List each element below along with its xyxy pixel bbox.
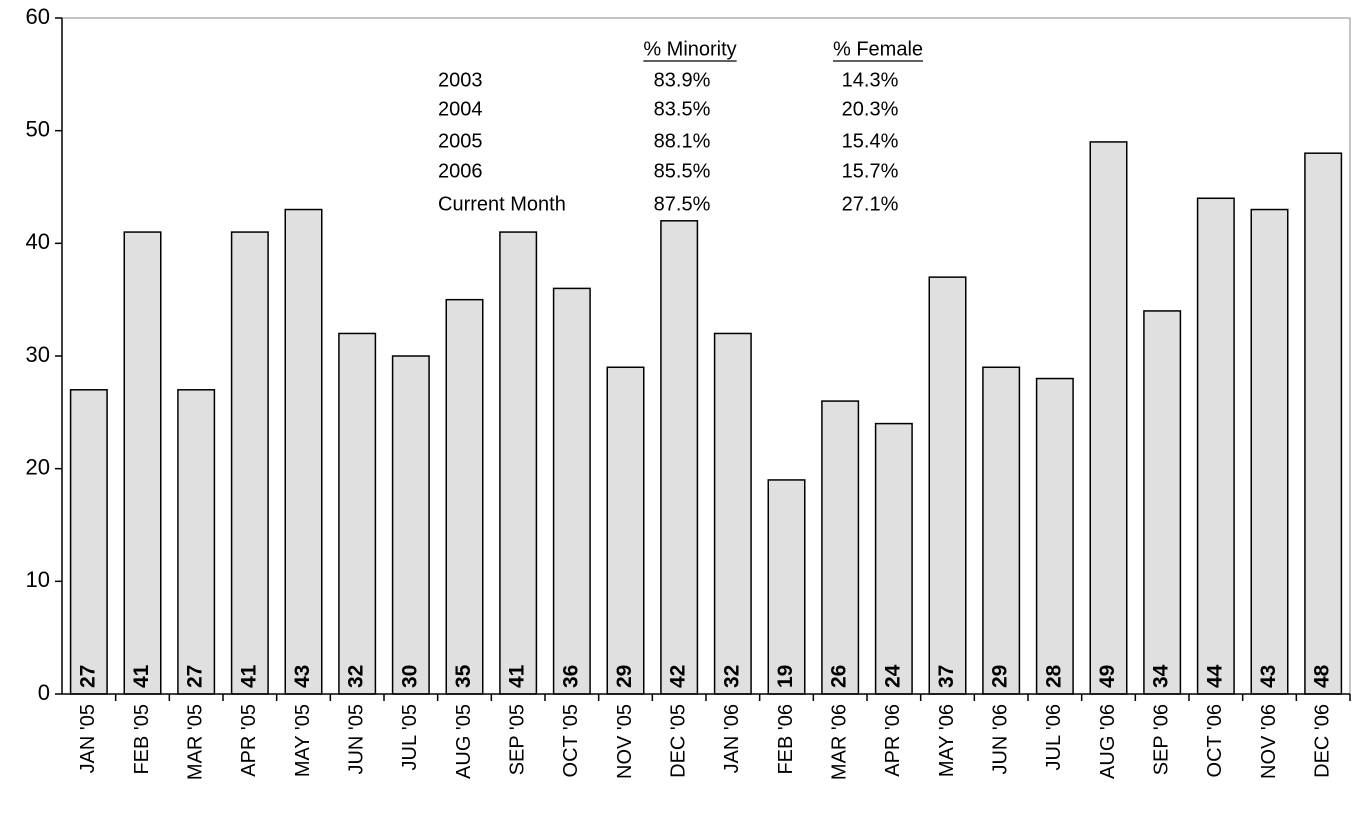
table-row-label: Current Month <box>438 193 566 215</box>
bar <box>1250 208 1289 695</box>
x-tick-label: AUG '05 <box>453 704 475 779</box>
bar <box>874 422 913 695</box>
data-label: 44 <box>1203 664 1226 688</box>
bar <box>284 208 323 695</box>
data-label: 42 <box>667 665 690 688</box>
table-header: % Female <box>833 38 923 60</box>
bar <box>552 287 591 695</box>
data-label: 26 <box>828 665 851 688</box>
data-label: 49 <box>1096 665 1119 688</box>
x-tick-label: FEB '06 <box>775 704 797 775</box>
data-label: 24 <box>881 664 904 688</box>
y-tick-label: 10 <box>26 567 50 592</box>
table-cell: 14.3% <box>842 69 899 91</box>
table-cell: 20.3% <box>842 98 899 120</box>
bar <box>982 366 1021 695</box>
bar <box>1035 377 1074 695</box>
table-cell: 83.9% <box>654 69 711 91</box>
x-tick-label: MAR '06 <box>828 704 850 780</box>
table-row-label: 2006 <box>438 160 483 182</box>
bar <box>230 231 269 695</box>
table-row-label: 2003 <box>438 69 483 91</box>
x-tick-label: AUG '06 <box>1097 704 1119 779</box>
x-tick-label: JUL '05 <box>399 704 421 770</box>
data-label: 34 <box>1150 664 1173 688</box>
bar <box>660 220 699 695</box>
x-tick-label: OCT '06 <box>1204 704 1226 777</box>
bar <box>445 298 484 695</box>
x-tick-label: APR '05 <box>238 704 260 777</box>
x-tick-label: APR '06 <box>882 704 904 777</box>
data-label: 43 <box>291 665 314 688</box>
y-tick-label: 40 <box>26 229 50 254</box>
bar <box>1089 141 1128 695</box>
bar <box>338 332 377 695</box>
y-tick-label: 30 <box>26 342 50 367</box>
x-tick-label: JAN '05 <box>77 704 99 773</box>
data-label: 41 <box>130 664 153 688</box>
x-tick-label: SEP '06 <box>1150 704 1172 775</box>
x-tick-label: JUL '06 <box>1043 704 1065 770</box>
table-cell: 85.5% <box>654 160 711 182</box>
data-label: 32 <box>720 665 743 688</box>
data-label: 30 <box>398 665 421 688</box>
bar <box>1196 197 1235 695</box>
data-label: 27 <box>184 665 207 688</box>
x-tick-label: NOV '05 <box>614 704 636 779</box>
table-cell: 27.1% <box>842 193 899 215</box>
x-tick-label: JUN '06 <box>989 704 1011 775</box>
x-tick-label: DEC '06 <box>1311 704 1333 778</box>
bar <box>69 389 108 695</box>
bar <box>928 276 967 695</box>
table-cell: 15.7% <box>842 160 899 182</box>
data-label: 48 <box>1311 664 1334 688</box>
bar <box>499 231 538 695</box>
y-tick-label: 50 <box>26 116 50 141</box>
x-tick-label: FEB '05 <box>131 704 153 775</box>
data-label: 19 <box>774 665 797 688</box>
x-tick-label: JUN '05 <box>345 704 367 775</box>
y-tick-label: 0 <box>38 680 50 705</box>
table-row-label: 2004 <box>438 98 483 120</box>
bar <box>391 355 430 695</box>
data-label: 29 <box>613 665 636 688</box>
x-tick-label: OCT '05 <box>560 704 582 777</box>
table-header: % Minority <box>643 38 736 60</box>
x-tick-label: SEP '05 <box>506 704 528 775</box>
bar <box>606 366 645 695</box>
bar <box>177 389 216 695</box>
data-label: 41 <box>506 664 529 688</box>
y-tick-label: 60 <box>26 4 50 29</box>
data-label: 27 <box>76 665 99 688</box>
data-label: 43 <box>1257 665 1280 688</box>
table-row-label: 2005 <box>438 130 483 152</box>
x-tick-label: JAN '06 <box>721 704 743 773</box>
x-tick-label: MAY '05 <box>292 704 314 777</box>
table-cell: 83.5% <box>654 98 711 120</box>
x-tick-label: DEC '05 <box>667 704 689 778</box>
bar <box>767 479 806 695</box>
bar <box>1304 152 1343 695</box>
bar <box>713 332 752 695</box>
data-label: 32 <box>345 665 368 688</box>
data-label: 36 <box>559 665 582 688</box>
data-label: 28 <box>1042 664 1065 688</box>
bar <box>123 231 162 695</box>
table-cell: 87.5% <box>654 193 711 215</box>
data-label: 35 <box>452 664 475 688</box>
data-label: 29 <box>989 665 1012 688</box>
x-tick-label: MAR '05 <box>184 704 206 780</box>
table-cell: 15.4% <box>842 130 899 152</box>
bar <box>821 400 860 695</box>
data-label: 37 <box>935 665 958 688</box>
y-tick-label: 20 <box>26 454 50 479</box>
x-tick-label: NOV '06 <box>1258 704 1280 779</box>
x-tick-label: MAY '06 <box>936 704 958 777</box>
table-cell: 88.1% <box>654 130 711 152</box>
data-label: 41 <box>237 664 260 688</box>
bar <box>1143 310 1182 695</box>
